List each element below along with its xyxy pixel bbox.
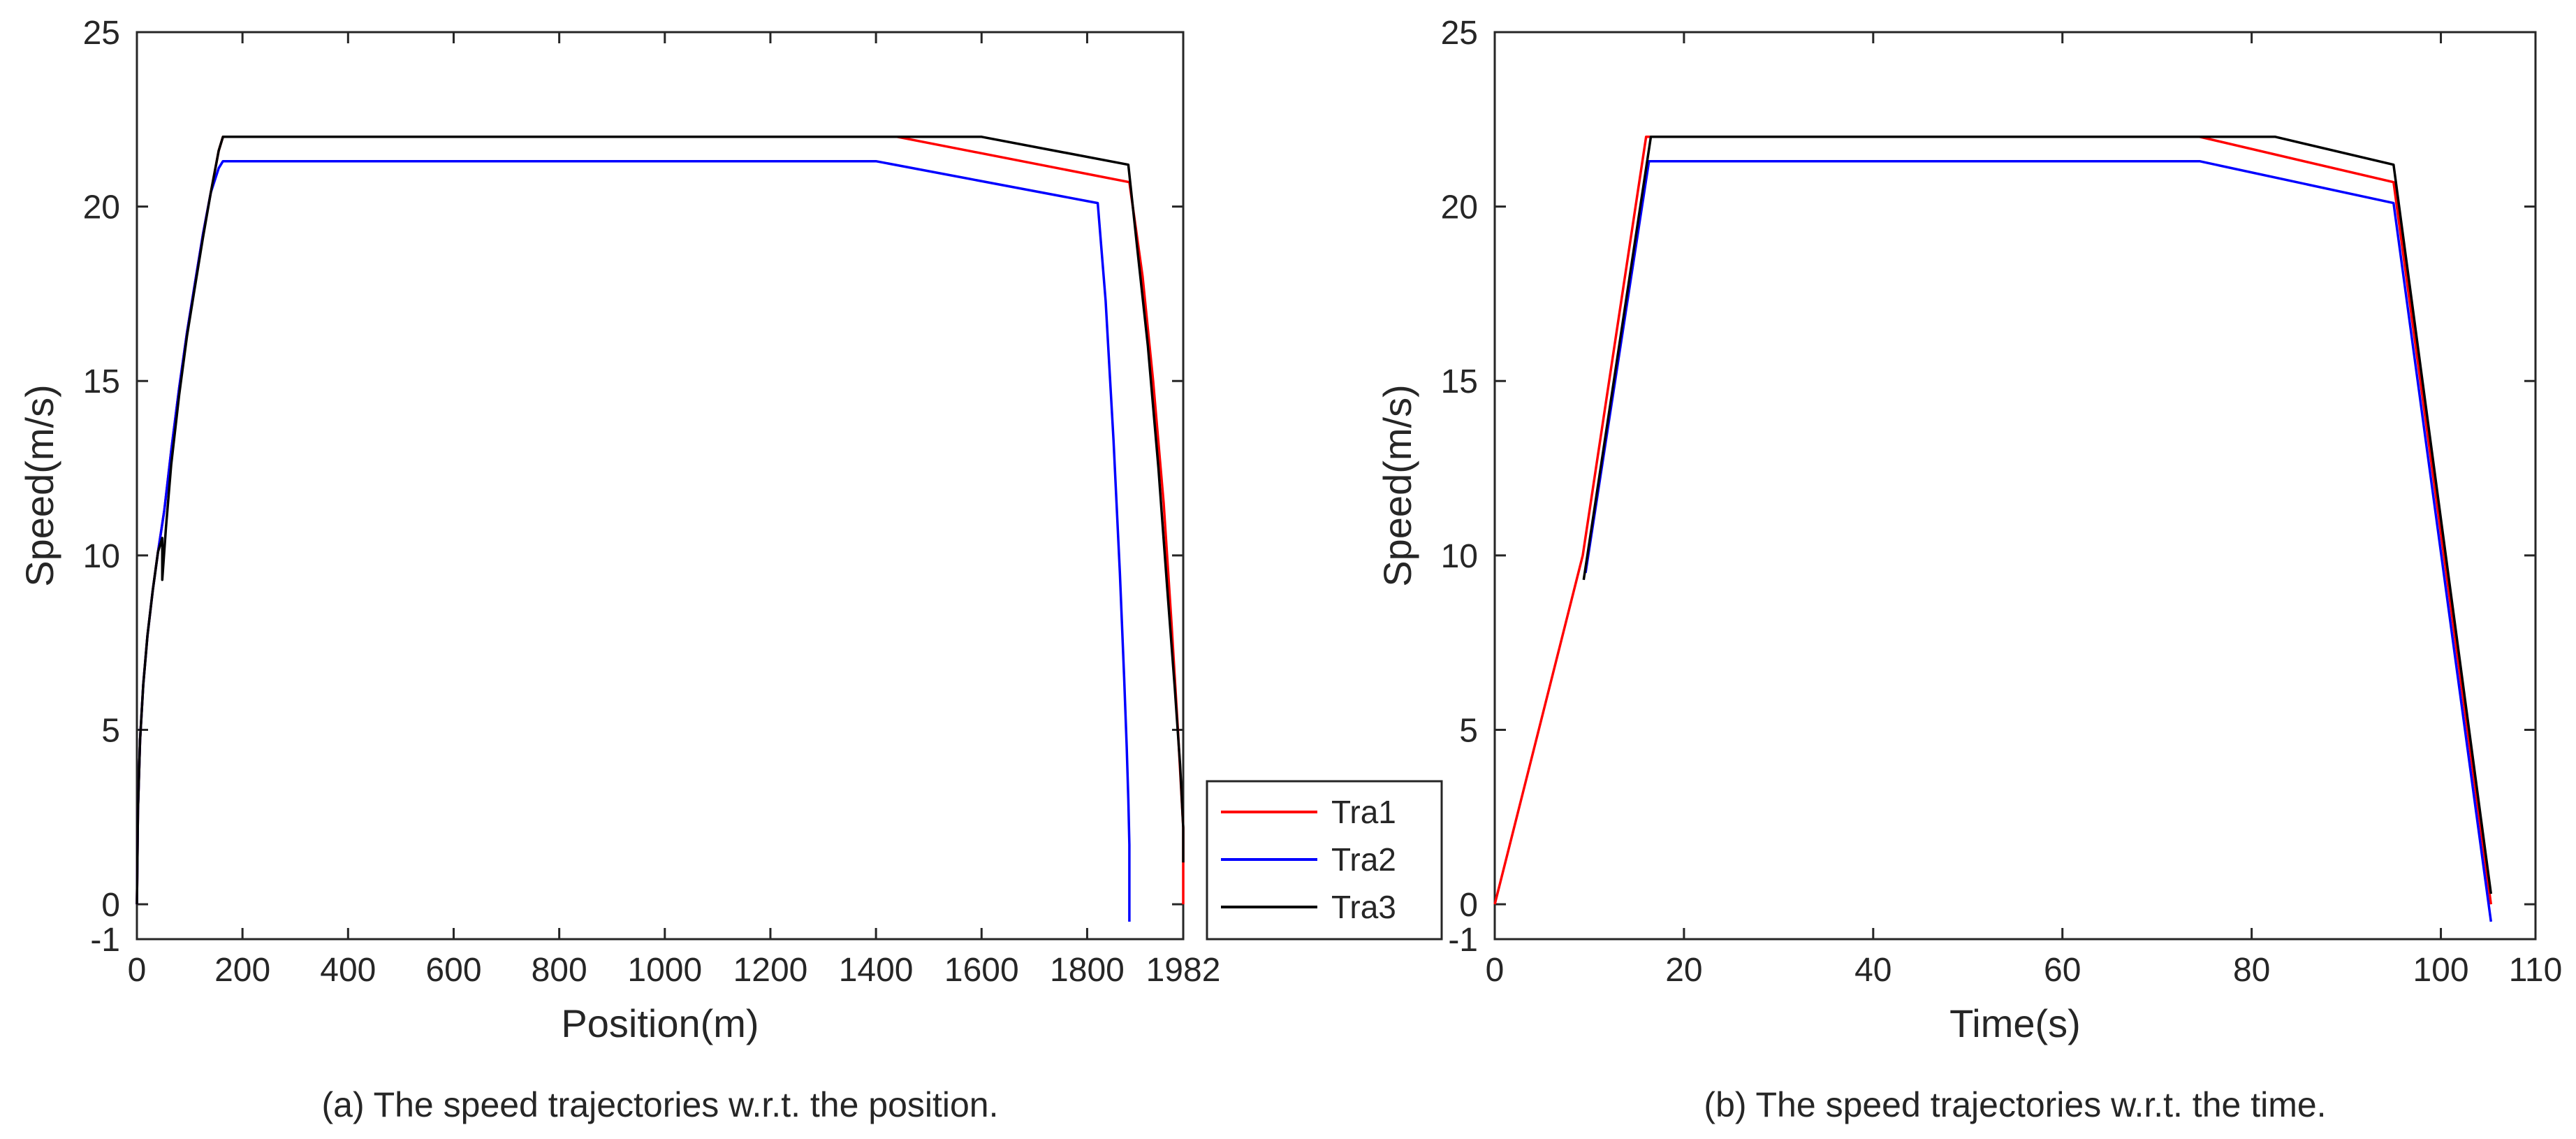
legend-label-tra3: Tra3 [1331,889,1396,925]
x-tick-label-a-8: 1600 [944,952,1019,989]
x-tick-label-b-5: 100 [2413,952,2468,989]
y-tick-label-b-6: 25 [1441,15,1478,52]
x-tick-label-a-1: 200 [214,952,270,989]
x-tick-label-a-3: 600 [425,952,481,989]
x-axis-label-b: Time(s) [1949,1001,2081,1045]
plot-area-b [1493,31,2537,941]
x-tick-label-b-6: 110 [2509,952,2563,989]
y-tick-label-a-3: 10 [83,538,120,575]
x-axis-label-a: Position(m) [561,1001,759,1045]
x-tick-label-a-6: 1200 [733,952,808,989]
y-tick-label-a-5: 20 [83,189,120,226]
y-tick-label-a-6: 25 [83,15,120,52]
y-axis-label-a: Speed(m/s) [17,384,61,586]
x-tick-label-b-0: 0 [1486,952,1505,989]
x-tick-label-b-1: 20 [1665,952,1702,989]
series-line-tra2-b [1584,159,2493,922]
y-tick-label-b-3: 10 [1441,538,1478,575]
x-tick-label-a-0: 0 [128,952,147,989]
legend-label-tra1: Tra1 [1331,794,1396,830]
x-tick-label-b-3: 60 [2044,952,2081,989]
x-tick-label-a-7: 1400 [839,952,914,989]
y-tick-label-b-1: 0 [1459,887,1478,924]
legend: Tra1 Tra2 Tra3 [1206,780,1443,941]
y-tick-label-b-0: -1 [1448,922,1478,959]
y-tick-label-a-0: -1 [90,922,120,959]
panel-a-position: 0 200 400 600 800 1000 1200 1400 1600 1800 1982 -10… [17,15,1220,1124]
x-tick-label-a-5: 1000 [627,952,702,989]
panel-b-time: 0 20 40 60 80 100 110 -10 5 10 15 20 25 Time(s) Speed(… [1375,15,2562,1124]
y-tick-label-a-1: 0 [101,887,120,924]
series-line-tra3-a [136,136,1185,905]
caption-a: (a) The speed trajectories w.r.t. the po… [321,1085,998,1124]
x-tick-label-b-2: 40 [1854,952,1891,989]
y-tick-label-b-4: 15 [1441,363,1478,400]
x-tick-label-b-4: 80 [2233,952,2270,989]
x-tick-label-a-10: 1982 [1146,952,1221,989]
x-tick-label-a-9: 1800 [1050,952,1125,989]
y-tick-label-b-2: 5 [1459,712,1478,749]
x-tick-label-a-2: 400 [320,952,376,989]
series-line-tra3-b [1582,136,2493,894]
legend-label-tra2: Tra2 [1331,841,1396,878]
y-tick-label-a-2: 5 [101,712,120,749]
y-tick-label-a-4: 15 [83,363,120,400]
x-tick-label-a-4: 800 [532,952,587,989]
caption-b: (b) The speed trajectories w.r.t. the ti… [1704,1085,2326,1124]
plot-area-a [136,31,1185,941]
y-axis-label-b: Speed(m/s) [1375,384,1419,586]
y-tick-label-b-5: 20 [1441,189,1478,226]
